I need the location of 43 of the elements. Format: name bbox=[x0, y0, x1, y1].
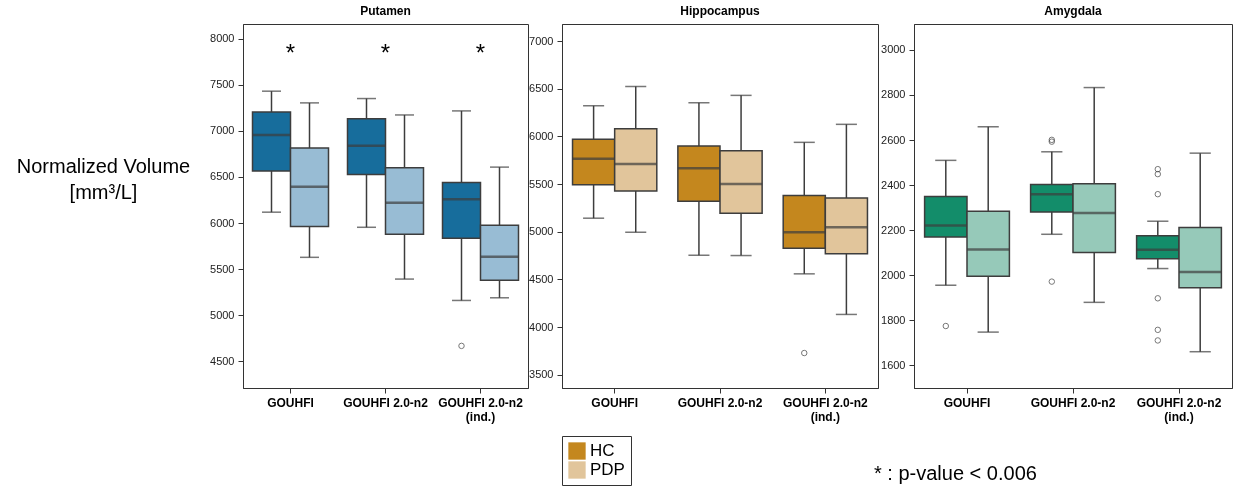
y-tick-label: 2600 bbox=[881, 133, 906, 146]
y-tick-label: 6000 bbox=[529, 129, 554, 142]
y-axis-title: Normalized Volume [mm³/L] bbox=[16, 154, 191, 203]
y-tick-label: 3500 bbox=[529, 368, 554, 381]
chart-title: Putamen bbox=[360, 4, 411, 18]
y-tick-label: 4500 bbox=[210, 354, 235, 367]
annotation: * bbox=[285, 39, 296, 66]
y-tick-label: 1800 bbox=[881, 313, 906, 326]
text: * : p-value < 0.006 bbox=[874, 462, 1037, 485]
y-tick-label: 5500 bbox=[529, 177, 554, 190]
x-tick-label: GOUHFI 2.0-n2 (ind.) bbox=[1136, 395, 1222, 424]
y-tick-label: 6500 bbox=[529, 82, 554, 95]
annotation: * bbox=[475, 39, 486, 66]
y-tick-label: 7500 bbox=[210, 78, 235, 91]
x-tick-label: GOUHFI 2.0-n2 bbox=[677, 395, 763, 410]
annotation: * bbox=[380, 39, 391, 66]
y-tick-label: 7000 bbox=[529, 34, 554, 47]
chart-title: Hippocampus bbox=[680, 4, 760, 18]
x-tick-label: GOUHFI 2.0-n2 bbox=[1030, 395, 1116, 410]
y-tick-label: 8000 bbox=[210, 32, 235, 45]
y-tick-label: 2200 bbox=[881, 223, 906, 236]
y-tick-label: 4500 bbox=[529, 272, 554, 285]
y-tick-label: 1600 bbox=[881, 358, 906, 371]
x-tick-label: GOUHFI 2.0-n2 (ind.) bbox=[438, 395, 524, 424]
y-tick-label: 4000 bbox=[529, 320, 554, 333]
legend-label: HC bbox=[590, 441, 615, 460]
y-tick-label: 6000 bbox=[210, 216, 235, 229]
x-tick-label: GOUHFI bbox=[267, 395, 314, 410]
y-tick-label: 7000 bbox=[210, 124, 235, 137]
legend-label: PDP bbox=[590, 460, 625, 479]
y-tick-label: 2000 bbox=[881, 268, 906, 281]
x-tick-label: GOUHFI 2.0-n2 (ind.) bbox=[782, 395, 868, 424]
y-tick-label: 5000 bbox=[529, 225, 554, 238]
y-tick-label: 5500 bbox=[210, 262, 235, 275]
y-tick-label: 2400 bbox=[881, 178, 906, 191]
y-tick-label: 5000 bbox=[210, 308, 235, 321]
y-tick-label: 6500 bbox=[210, 170, 235, 183]
y-tick-label: 2800 bbox=[881, 88, 906, 101]
x-tick-label: GOUHFI bbox=[943, 395, 991, 410]
x-tick-label: GOUHFI 2.0-n2 bbox=[343, 395, 429, 410]
chart-title: Amygdala bbox=[1044, 4, 1102, 18]
y-tick-label: 3000 bbox=[881, 43, 906, 56]
x-tick-label: GOUHFI bbox=[591, 395, 638, 410]
